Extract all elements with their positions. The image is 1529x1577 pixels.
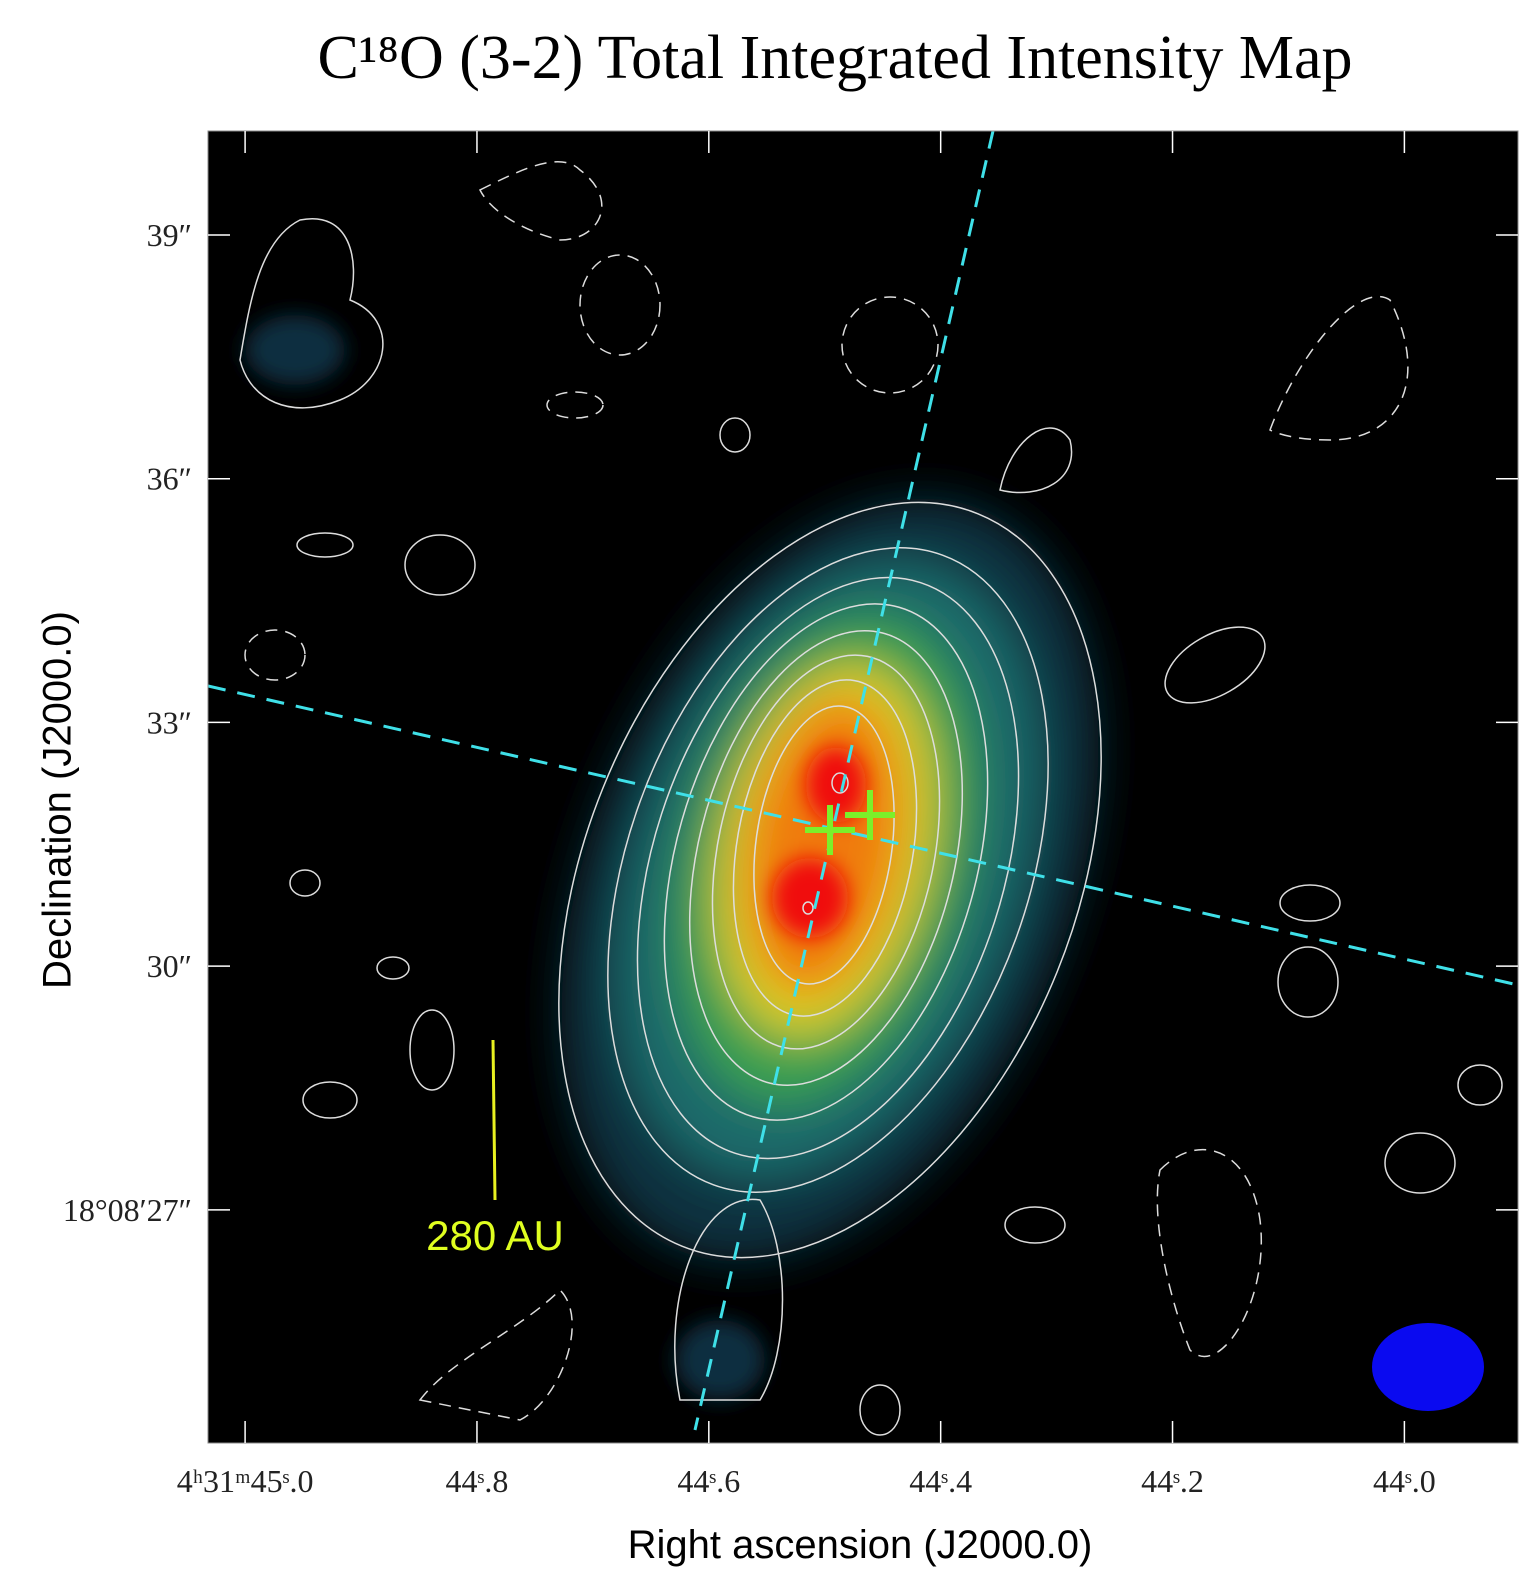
figure: C¹⁸O (3-2) Total Integrated Intensity Ma… bbox=[0, 0, 1529, 1577]
y-tick-label: 30″ bbox=[147, 948, 192, 984]
x-tick-label: 44ˢ.6 bbox=[677, 1463, 740, 1499]
x-tick-label: 44ˢ.4 bbox=[909, 1463, 972, 1499]
y-tick-label: 36″ bbox=[147, 461, 192, 497]
scale-bar-label: 280 AU bbox=[426, 1212, 564, 1259]
y-tick-label: 39″ bbox=[147, 217, 192, 253]
y-tick-label: 33″ bbox=[147, 704, 192, 740]
x-tick-label: 44ˢ.2 bbox=[1141, 1463, 1204, 1499]
chart-title: C¹⁸O (3-2) Total Integrated Intensity Ma… bbox=[317, 24, 1352, 92]
y-tick-label: 18°08′27″ bbox=[63, 1192, 192, 1228]
page: {"chart_data": {"type": "image-map", "ti… bbox=[0, 0, 1529, 1577]
x-tick-label: 44ˢ.0 bbox=[1373, 1463, 1436, 1499]
x-axis-label: Right ascension (J2000.0) bbox=[628, 1523, 1093, 1567]
x-tick-label: 44ˢ.8 bbox=[446, 1463, 509, 1499]
x-tick-label: 4ʰ31ᵐ45ˢ.0 bbox=[177, 1463, 314, 1499]
y-axis-label: Declination (J2000.0) bbox=[36, 611, 80, 989]
